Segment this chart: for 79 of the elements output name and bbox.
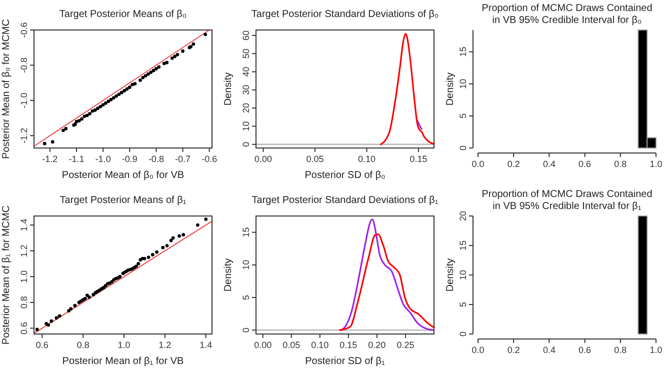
y-tick-label: -1.0 [19,92,29,108]
x-tick-label: 0.6 [578,345,592,355]
chart-title: Target Posterior Means of β₀ [59,9,187,20]
x-tick-label: 0.15 [340,340,358,350]
y-tick-label: 10 [241,121,251,132]
x-tick-label: 0.05 [282,340,300,350]
x-tick-label: 0.0 [472,159,484,169]
y-tick-label: -0.6 [19,22,29,38]
x-tick-label: 0.10 [358,154,376,164]
y-tick-label: 0 [458,331,468,337]
y-tick-label: 0 [241,142,251,147]
y-tick-label: 15 [458,240,468,251]
y-tick-label: 5 [458,302,468,308]
x-tick-label: 1.2 [158,340,172,350]
y-tick-label: 15 [458,46,468,57]
y-tick-label: 30 [241,84,251,95]
x-tick-label: 0.15 [410,154,428,164]
chart-title: Target Posterior Standard Deviations of β₁ [252,195,439,206]
y-tick-label: 5 [458,113,468,118]
y-tick-label: 10 [458,78,468,89]
x-tick-label: 0.2 [507,345,520,355]
y-tick-label: 40 [241,66,251,77]
y-tick-label: 20 [241,103,251,114]
x-tick-label: 0.6 [36,340,48,350]
x-axis-title: Posterior Mean of β₁ for VB [62,356,184,367]
x-axis-title: Posterior SD of β₀ [304,170,386,181]
y-tick-label: 0 [458,145,468,151]
y-tick-label: 5 [241,294,251,300]
x-tick-label: 0.10 [311,340,329,350]
chart-title: Target Posterior Standard Deviations of β₀ [251,9,439,20]
x-tick-label: -0.8 [148,154,164,164]
x-tick-label: 1.4 [200,340,212,350]
chart-title: Target Posterior Means of β₁ [60,195,187,206]
chart-title: Proportion of MCMC Draws Contained in VB 95% Credible Interval for β₀ [482,3,652,26]
y-tick-label: -0.8 [19,57,29,73]
x-axis-title: Posterior Mean of β₀ for VB [62,170,184,181]
x-tick-label: -1.2 [42,154,58,164]
x-tick-label: 0.4 [542,159,556,169]
chart-title: Proportion of MCMC Draws Contained in VB 95% Credible Interval for β₁ [482,189,652,212]
y-axis-title: Density [223,258,234,292]
y-axis-title: Posterior Mean of β₁ for MCMC [1,205,12,345]
y-tick-label: 50 [241,48,251,59]
y-tick-label: 1.0 [19,270,29,283]
x-tick-label: -0.6 [202,154,218,164]
y-tick-label: 1.4 [19,218,29,232]
x-tick-label: 0.0 [472,345,484,355]
x-tick-label: 0.25 [396,340,414,350]
y-tick-label: 15 [241,227,251,238]
y-axis-title: Density [445,258,456,292]
y-tick-label: 10 [458,270,468,280]
x-tick-label: 1.0 [650,159,662,169]
x-tick-label: -0.7 [175,154,191,164]
y-tick-label: 0.6 [19,322,29,334]
x-tick-label: 0.00 [254,340,272,350]
x-tick-label: 0.20 [368,340,386,350]
y-tick-label: -1.2 [19,128,29,144]
x-axis-title: Posterior SD of β₁ [305,356,386,367]
x-tick-label: 0.8 [614,159,627,169]
y-tick-label: 10 [241,260,251,270]
x-tick-label: -1.1 [68,154,84,164]
x-tick-label: 0.2 [507,159,520,169]
x-tick-label: 0.4 [542,345,556,355]
y-axis-title: Posterior Mean of β₀ for MCMC [1,19,12,159]
x-tick-label: 0.6 [578,159,592,169]
y-tick-label: 20 [458,210,468,222]
y-tick-label: 60 [241,30,251,40]
y-axis-title: Density [223,72,234,106]
y-tick-label: 0 [241,328,251,333]
y-tick-label: 0.8 [19,296,29,309]
x-tick-label: 0.8 [614,345,627,355]
x-tick-label: 1.0 [118,340,130,350]
x-tick-label: 1.0 [650,345,662,355]
x-tick-label: 0.00 [254,154,272,164]
y-axis-title: Density [445,72,456,106]
x-tick-label: -1.0 [95,154,111,164]
y-tick-label: 1.2 [19,244,29,258]
x-tick-label: -0.9 [122,154,138,164]
x-tick-label: 0.05 [306,154,324,164]
x-tick-label: 0.8 [76,340,90,350]
